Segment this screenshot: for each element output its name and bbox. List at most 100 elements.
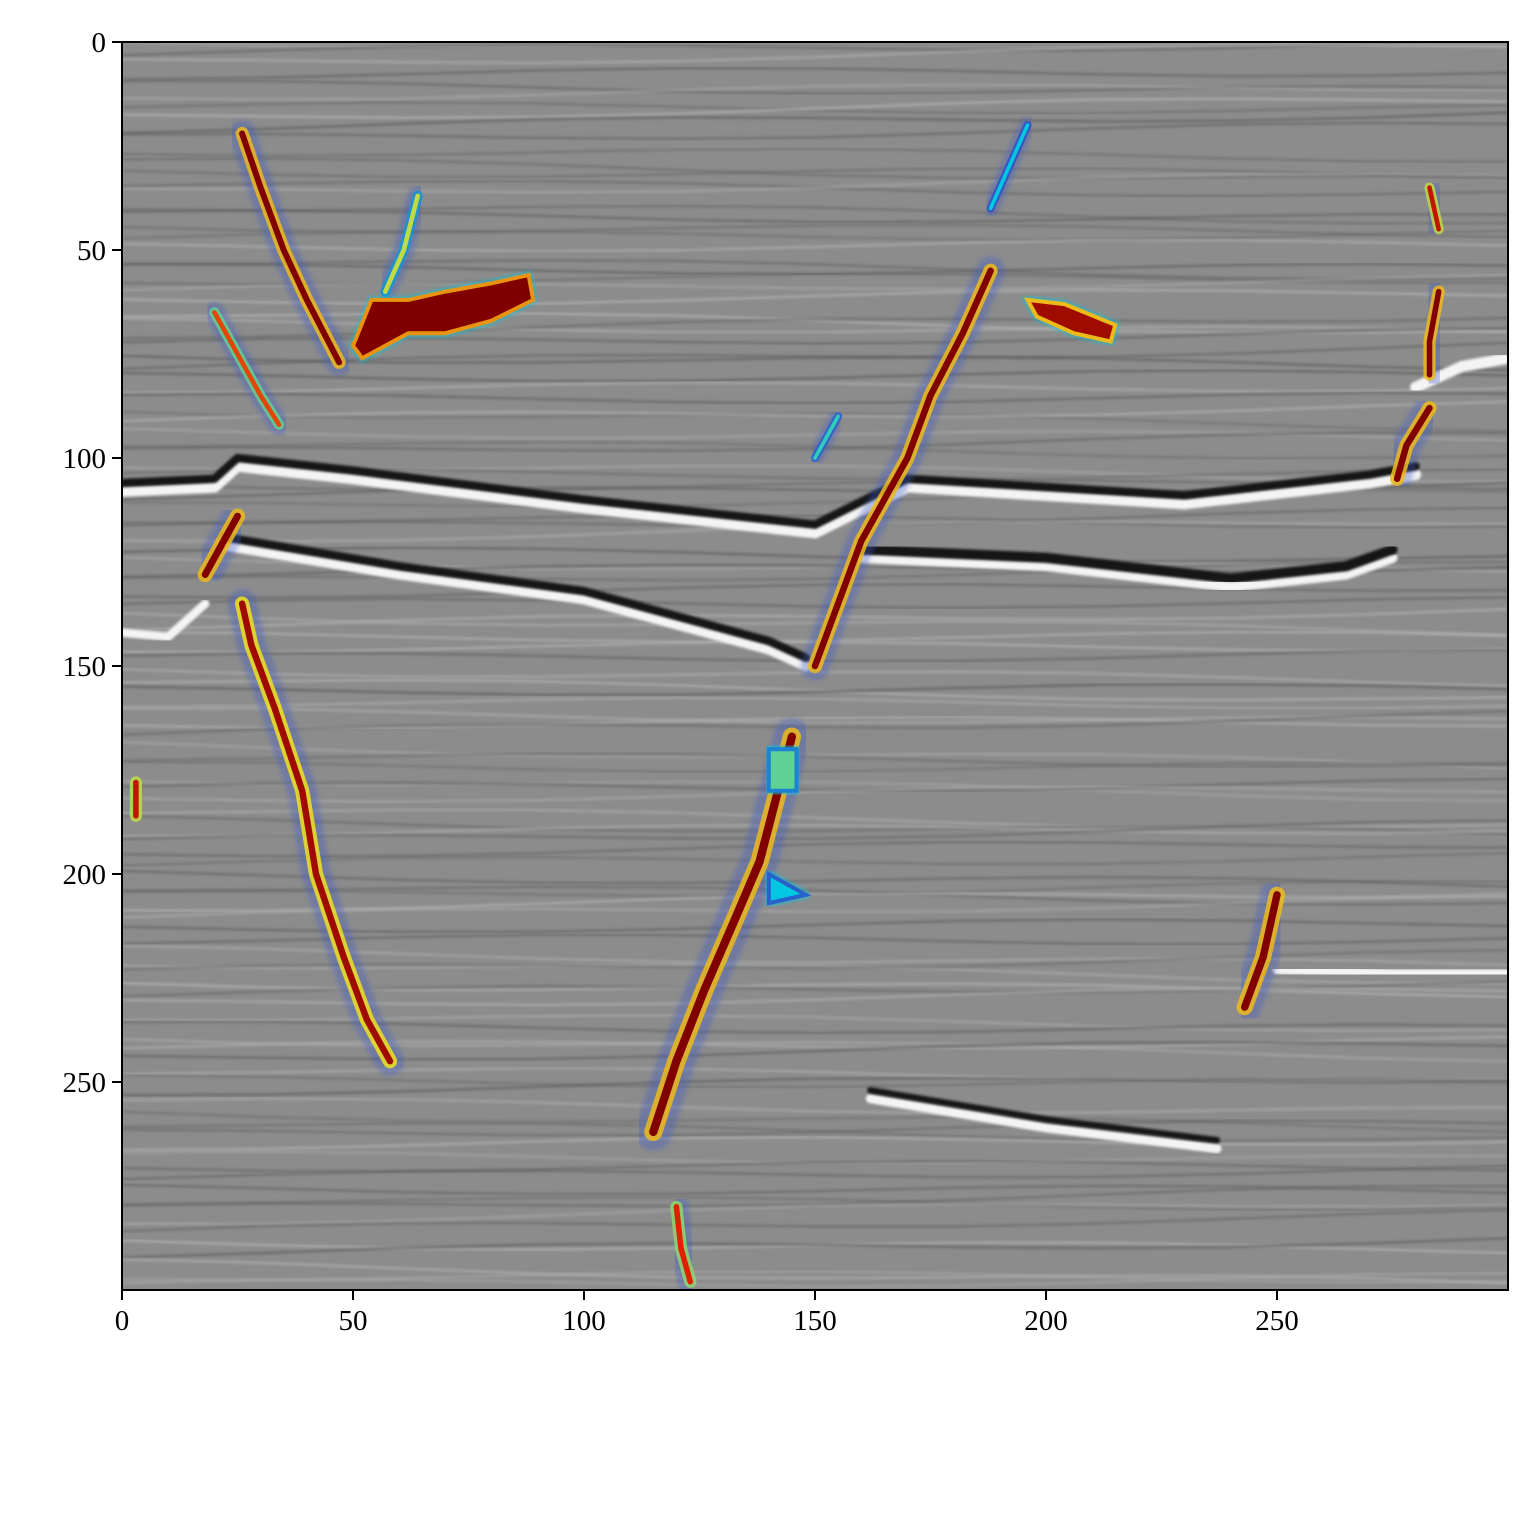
reflector-stripe bbox=[122, 561, 1508, 582]
reflector-stripe bbox=[122, 1184, 1508, 1208]
reflector-stripe bbox=[122, 1038, 1508, 1063]
reflector-stripe bbox=[122, 288, 1508, 306]
reflector-stripe bbox=[122, 42, 1508, 49]
x-tick-label: 250 bbox=[1255, 1305, 1299, 1337]
reflector-stripe bbox=[122, 823, 1508, 838]
fault-line bbox=[811, 267, 994, 670]
fault-line bbox=[201, 512, 241, 578]
seismic-horizon bbox=[218, 540, 811, 672]
reflector-stripe bbox=[122, 381, 1508, 395]
seismic-horizon bbox=[856, 552, 1398, 593]
reflector-stripe bbox=[122, 410, 1508, 433]
reflector-stripe bbox=[122, 1159, 1508, 1173]
seismic-horizon bbox=[856, 544, 1398, 584]
seismic-reflector-texture bbox=[122, 42, 1508, 1288]
reflector-stripe bbox=[122, 852, 1508, 867]
seismic-horizon bbox=[122, 599, 210, 642]
fault-line bbox=[212, 310, 282, 428]
y-tick-label: 200 bbox=[63, 859, 107, 891]
y-axis: 0 50 100 150 200 250 bbox=[63, 27, 122, 1099]
reflector-stripe bbox=[122, 785, 1508, 803]
fault-blob bbox=[766, 747, 799, 793]
fault-line bbox=[239, 130, 343, 366]
reflector-stripe bbox=[122, 147, 1508, 163]
x-tick-label: 200 bbox=[1024, 1305, 1068, 1337]
x-tick-label: 150 bbox=[793, 1305, 837, 1337]
reflector-stripe bbox=[122, 740, 1508, 770]
x-axis: 0 50 100 150 200 250 bbox=[115, 1290, 1299, 1337]
reflector-stripe bbox=[122, 400, 1508, 423]
seismic-horizon bbox=[219, 532, 810, 662]
reflector-stripe bbox=[122, 814, 1508, 836]
reflector-stripe bbox=[122, 707, 1508, 724]
x-tick-label: 0 bbox=[115, 1305, 130, 1337]
reflector-stripe bbox=[122, 1164, 1508, 1181]
reflector-stripe bbox=[122, 259, 1508, 281]
reflector-stripe bbox=[122, 317, 1508, 334]
seismic-horizon bbox=[122, 460, 1422, 539]
fault-probability-overlay bbox=[123, 116, 1452, 1290]
reflector-stripe bbox=[122, 369, 1508, 383]
reflector-stripe bbox=[122, 121, 1508, 141]
reflector-stripe bbox=[122, 316, 1508, 340]
fault-line bbox=[1241, 891, 1281, 1011]
reflector-stripe bbox=[122, 204, 1508, 225]
reflector-stripe bbox=[122, 678, 1508, 702]
fault-blob bbox=[766, 870, 812, 906]
reflector-stripe bbox=[122, 1271, 1508, 1288]
reflector-stripe bbox=[122, 710, 1508, 736]
reflector-stripe bbox=[122, 777, 1508, 792]
reflector-stripe bbox=[122, 1183, 1508, 1196]
reflector-stripe bbox=[122, 819, 1508, 840]
reflector-stripe bbox=[122, 1195, 1508, 1211]
seismic-horizons bbox=[122, 352, 1508, 1154]
reflector-stripe bbox=[122, 583, 1508, 599]
reflector-stripe bbox=[122, 840, 1508, 858]
reflector-stripe bbox=[122, 1097, 1508, 1115]
reflector-stripe bbox=[122, 1119, 1508, 1137]
reflector-stripe bbox=[122, 42, 1451, 57]
reflector-stripe bbox=[122, 1077, 1508, 1097]
reflector-stripe bbox=[122, 752, 1508, 768]
reflector-stripe bbox=[122, 66, 1508, 81]
reflector-stripe bbox=[122, 1136, 1508, 1152]
reflector-stripe bbox=[122, 209, 1508, 224]
reflector-stripe bbox=[122, 43, 1508, 65]
reflector-stripe bbox=[122, 172, 1508, 194]
fault-line bbox=[1427, 185, 1442, 232]
reflector-stripe bbox=[122, 1237, 1508, 1259]
reflector-stripe bbox=[122, 596, 1508, 610]
fault-line bbox=[1393, 404, 1433, 483]
reflector-stripe bbox=[122, 229, 1508, 242]
reflector-stripe bbox=[122, 696, 1508, 710]
reflector-stripe bbox=[122, 1208, 1508, 1233]
y-tick-label: 100 bbox=[63, 443, 107, 475]
reflector-stripe bbox=[122, 682, 1508, 696]
reflector-stripe bbox=[122, 111, 1508, 135]
x-tick-label: 100 bbox=[562, 1305, 606, 1337]
reflector-stripe bbox=[122, 1122, 1508, 1142]
reflector-stripe bbox=[122, 546, 1508, 564]
fault-line bbox=[813, 414, 840, 460]
fault-blob bbox=[350, 272, 536, 361]
fault-line bbox=[382, 193, 421, 294]
reflector-stripe bbox=[122, 760, 1508, 774]
reflector-stripe bbox=[122, 157, 1508, 180]
reflector-stripe bbox=[122, 1202, 1508, 1226]
reflector-stripe bbox=[122, 167, 1508, 180]
reflector-stripe bbox=[122, 273, 1508, 292]
reflector-stripe bbox=[122, 238, 1508, 253]
x-tick-label: 50 bbox=[339, 1305, 368, 1337]
fault-line bbox=[238, 600, 394, 1065]
fault-line bbox=[673, 1204, 694, 1285]
seismic-horizon bbox=[865, 1093, 1222, 1154]
fault-line bbox=[988, 123, 1030, 211]
reflector-stripe bbox=[122, 1041, 1508, 1061]
y-tick-label: 50 bbox=[77, 235, 106, 267]
reflector-stripe bbox=[122, 83, 1508, 101]
y-tick-label: 150 bbox=[63, 651, 107, 683]
fault-blob bbox=[1023, 297, 1118, 344]
reflector-stripe bbox=[122, 1110, 1508, 1134]
reflector-stripe bbox=[122, 79, 1508, 95]
